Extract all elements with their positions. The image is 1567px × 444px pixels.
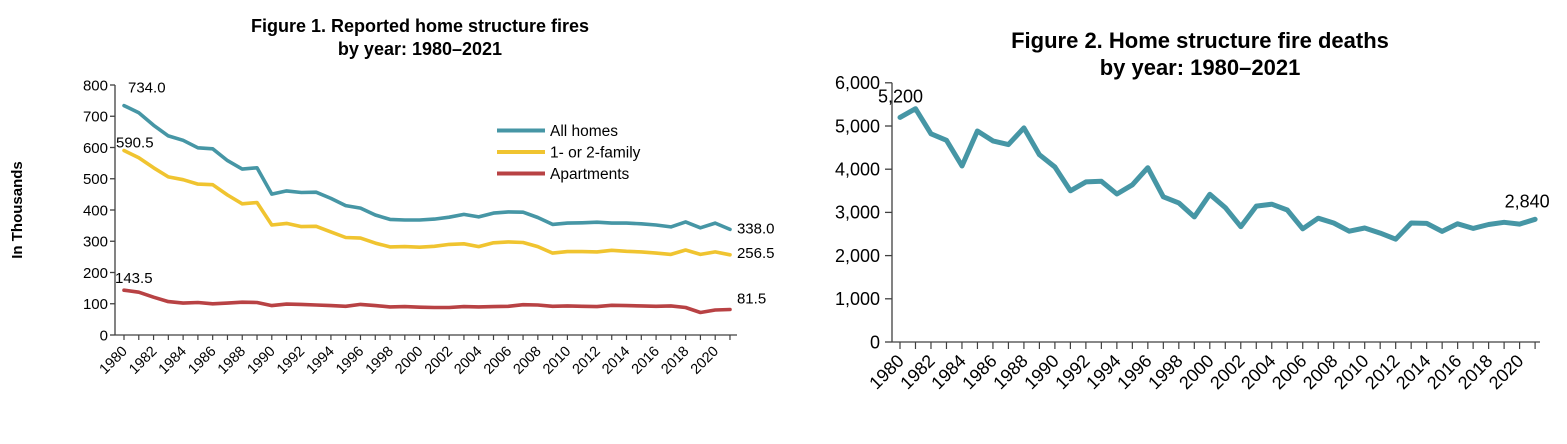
- data-point-label: 81.5: [737, 291, 766, 308]
- y-axis-title: In Thousands: [9, 161, 26, 259]
- x-tick-label: 2018: [658, 344, 692, 378]
- data-point-label: 143.5: [115, 270, 153, 287]
- y-tick-label: 4,000: [835, 160, 880, 180]
- x-tick-label: 2004: [451, 344, 485, 378]
- figure2-title-line1: Figure 2. Home structure fire deaths: [1011, 28, 1389, 53]
- x-tick-label: 1982: [896, 351, 938, 393]
- x-tick-label: 1980: [97, 344, 131, 378]
- figure-2-home-fire-deaths: Figure 2. Home structure fire deaths by …: [780, 0, 1567, 444]
- data-point-label: 338.0: [737, 220, 775, 237]
- y-tick-label: 6,000: [835, 73, 880, 93]
- x-tick-label: 1998: [1144, 351, 1186, 393]
- legend-label: All homes: [550, 123, 618, 140]
- x-tick-label: 2006: [481, 344, 515, 378]
- x-tick-label: 2010: [1330, 351, 1372, 393]
- x-tick-label: 1982: [126, 344, 160, 378]
- legend-label: 1- or 2-family: [550, 145, 641, 162]
- series-line-1-or-2-family: [122, 148, 732, 257]
- figure2-title-line2: by year: 1980–2021: [1099, 55, 1301, 80]
- data-point-label: 734.0: [128, 80, 166, 97]
- x-tick-label: 1990: [1020, 351, 1062, 393]
- y-tick-label: 1,000: [835, 289, 880, 309]
- x-tick-label: 1986: [958, 351, 1000, 393]
- y-tick-label: 500: [83, 171, 108, 188]
- x-tick-label: 2012: [570, 344, 604, 378]
- y-tick-label: 700: [83, 109, 108, 126]
- y-tick-label: 3,000: [835, 203, 880, 223]
- x-tick-label: 2010: [540, 344, 574, 378]
- y-tick-label: 2,000: [835, 246, 880, 266]
- x-tick-label: 1986: [185, 344, 219, 378]
- x-tick-label: 2006: [1268, 351, 1310, 393]
- y-tick-label: 400: [83, 202, 108, 219]
- x-tick-label: 2020: [1485, 351, 1527, 393]
- x-tick-label: 1994: [304, 344, 338, 378]
- y-tick-label: 5,000: [835, 116, 880, 136]
- x-tick-label: 1996: [1113, 351, 1155, 393]
- y-tick-label: 0: [870, 332, 880, 352]
- x-tick-label: 2016: [629, 344, 663, 378]
- x-tick-label: 2012: [1361, 351, 1403, 393]
- legend-label: Apartments: [550, 166, 630, 183]
- data-point-label: 5,200: [878, 86, 923, 106]
- data-point-label: 2,840: [1505, 191, 1550, 211]
- x-tick-label: 2002: [1206, 351, 1248, 393]
- x-tick-label: 2000: [392, 344, 426, 378]
- x-tick-label: 1988: [215, 344, 249, 378]
- x-tick-label: 1988: [989, 351, 1031, 393]
- y-tick-label: 200: [83, 265, 108, 282]
- x-tick-label: 2014: [1392, 351, 1434, 393]
- figure2-title: Figure 2. Home structure fire deaths by …: [850, 27, 1550, 81]
- y-tick-label: 100: [83, 296, 108, 313]
- x-tick-label: 1992: [274, 344, 308, 378]
- data-point-label: 256.5: [737, 245, 775, 262]
- y-tick-label: 600: [83, 140, 108, 157]
- series-line-all-homes: [122, 103, 732, 232]
- figure2-plot-area: 01,0002,0003,0004,0005,0006,000198019821…: [835, 73, 1550, 393]
- x-tick-label: 1990: [244, 344, 278, 378]
- x-tick-label: 1996: [333, 344, 367, 378]
- x-tick-label: 2018: [1454, 351, 1496, 393]
- series-line-apartments: [122, 288, 732, 315]
- legend: All homes 1- or 2-family Apartments: [497, 123, 641, 183]
- figure1-title-line2: by year: 1980–2021: [337, 39, 503, 59]
- x-tick-label: 2000: [1175, 351, 1217, 393]
- x-tick-label: 1994: [1082, 351, 1124, 393]
- x-tick-label: 2004: [1237, 351, 1279, 393]
- x-tick-label: 2014: [599, 344, 633, 378]
- x-tick-label: 2008: [511, 344, 545, 378]
- x-tick-label: 1984: [156, 344, 190, 378]
- x-tick-label: 2002: [422, 344, 456, 378]
- x-tick-label: 1992: [1051, 351, 1093, 393]
- figure1-title: Figure 1. Reported home structure fires …: [60, 15, 780, 61]
- x-tick-label: 2020: [688, 344, 722, 378]
- series-line-series-0: [897, 106, 1538, 242]
- figure-1-reported-home-fires: Figure 1. Reported home structure fires …: [0, 0, 780, 444]
- x-tick-label: 1998: [363, 344, 397, 378]
- x-tick-label: 2008: [1299, 351, 1341, 393]
- y-tick-label: 300: [83, 234, 108, 251]
- figure1-plot-area: 0100200300400500600700800198019821984198…: [9, 77, 775, 378]
- x-tick-label: 1980: [865, 351, 907, 393]
- data-point-label: 590.5: [116, 134, 154, 151]
- figure1-title-line1: Figure 1. Reported home structure fires: [250, 16, 590, 36]
- x-tick-label: 1984: [927, 351, 969, 393]
- y-tick-label: 800: [83, 77, 108, 94]
- y-tick-label: 0: [100, 327, 108, 344]
- x-tick-label: 2016: [1423, 351, 1465, 393]
